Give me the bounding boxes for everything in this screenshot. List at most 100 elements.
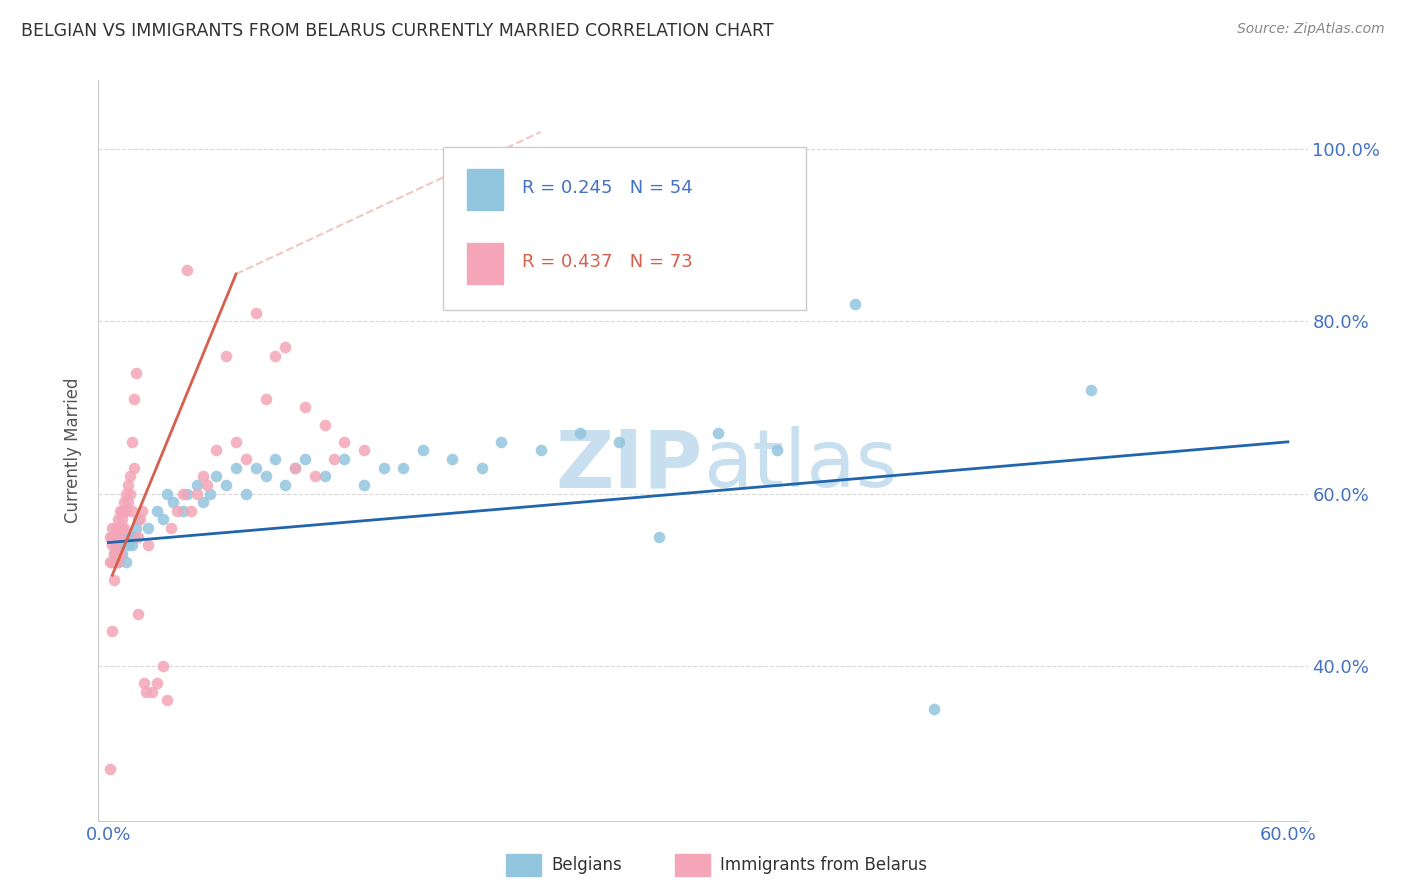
Point	[111, 521, 134, 535]
Point	[180, 504, 202, 518]
Point	[176, 262, 198, 277]
Point	[156, 693, 179, 707]
Point	[103, 573, 125, 587]
Point	[254, 469, 277, 483]
Point	[103, 530, 125, 544]
Point	[172, 504, 194, 518]
Point	[191, 469, 214, 483]
Text: Source: ZipAtlas.com: Source: ZipAtlas.com	[1237, 22, 1385, 37]
Point	[235, 452, 257, 467]
Point	[108, 547, 131, 561]
Point	[111, 512, 134, 526]
Point	[128, 512, 150, 526]
Point	[112, 521, 135, 535]
Point	[333, 452, 356, 467]
Point	[225, 434, 247, 449]
Point	[107, 530, 129, 544]
Point	[101, 624, 124, 639]
Point	[186, 486, 208, 500]
Point	[132, 676, 155, 690]
Point	[135, 684, 157, 698]
Point	[441, 452, 464, 467]
Point	[166, 504, 188, 518]
Point	[127, 607, 149, 621]
Point	[176, 486, 198, 500]
Point	[172, 486, 194, 500]
Point	[115, 555, 138, 569]
Point	[122, 392, 145, 406]
Point	[131, 504, 153, 518]
Point	[103, 555, 125, 569]
Text: R = 0.437   N = 73: R = 0.437 N = 73	[522, 252, 692, 270]
Point	[115, 486, 138, 500]
Point	[98, 530, 121, 544]
Point	[353, 443, 375, 458]
Point	[569, 426, 592, 441]
Point	[186, 478, 208, 492]
Point	[294, 401, 316, 415]
Point	[105, 547, 128, 561]
Point	[274, 340, 297, 354]
Point	[136, 521, 159, 535]
Point	[141, 684, 163, 698]
Point	[264, 452, 287, 467]
Point	[274, 478, 297, 492]
Point	[111, 547, 134, 561]
Point	[162, 495, 184, 509]
Point	[146, 676, 169, 690]
FancyBboxPatch shape	[467, 169, 503, 210]
Point	[118, 486, 141, 500]
Point	[333, 434, 356, 449]
Point	[491, 434, 513, 449]
Point	[107, 530, 129, 544]
Point	[284, 460, 307, 475]
Point	[245, 460, 267, 475]
Point	[264, 349, 287, 363]
Point	[284, 460, 307, 475]
Point	[107, 547, 129, 561]
Point	[111, 504, 134, 518]
Point	[191, 495, 214, 509]
Point	[471, 460, 494, 475]
Point	[101, 530, 124, 544]
Point	[412, 443, 434, 458]
Point	[353, 478, 375, 492]
Point	[314, 417, 336, 432]
Point	[225, 460, 247, 475]
Point	[205, 469, 228, 483]
Point	[136, 538, 159, 552]
Point	[1080, 383, 1102, 397]
Point	[112, 504, 135, 518]
Point	[156, 486, 179, 500]
Point	[160, 521, 183, 535]
Point	[112, 530, 135, 544]
Point	[530, 443, 553, 458]
Point	[108, 538, 131, 552]
Point	[115, 504, 138, 518]
Point	[844, 297, 866, 311]
Point	[105, 538, 128, 552]
Point	[117, 495, 139, 509]
Point	[125, 521, 148, 535]
Point	[765, 443, 787, 458]
Point	[200, 486, 222, 500]
Point	[101, 538, 124, 552]
Point	[294, 452, 316, 467]
Point	[922, 702, 945, 716]
Text: BELGIAN VS IMMIGRANTS FROM BELARUS CURRENTLY MARRIED CORRELATION CHART: BELGIAN VS IMMIGRANTS FROM BELARUS CURRE…	[21, 22, 773, 40]
Point	[245, 306, 267, 320]
Point	[121, 504, 143, 518]
Point	[146, 504, 169, 518]
Point	[254, 392, 277, 406]
Text: atlas: atlas	[703, 426, 897, 504]
Point	[108, 504, 131, 518]
Point	[152, 658, 174, 673]
Point	[101, 555, 124, 569]
Point	[108, 530, 131, 544]
Point	[127, 512, 149, 526]
FancyBboxPatch shape	[467, 244, 503, 284]
Point	[314, 469, 336, 483]
Point	[215, 349, 238, 363]
Point	[107, 555, 129, 569]
Point	[103, 547, 125, 561]
